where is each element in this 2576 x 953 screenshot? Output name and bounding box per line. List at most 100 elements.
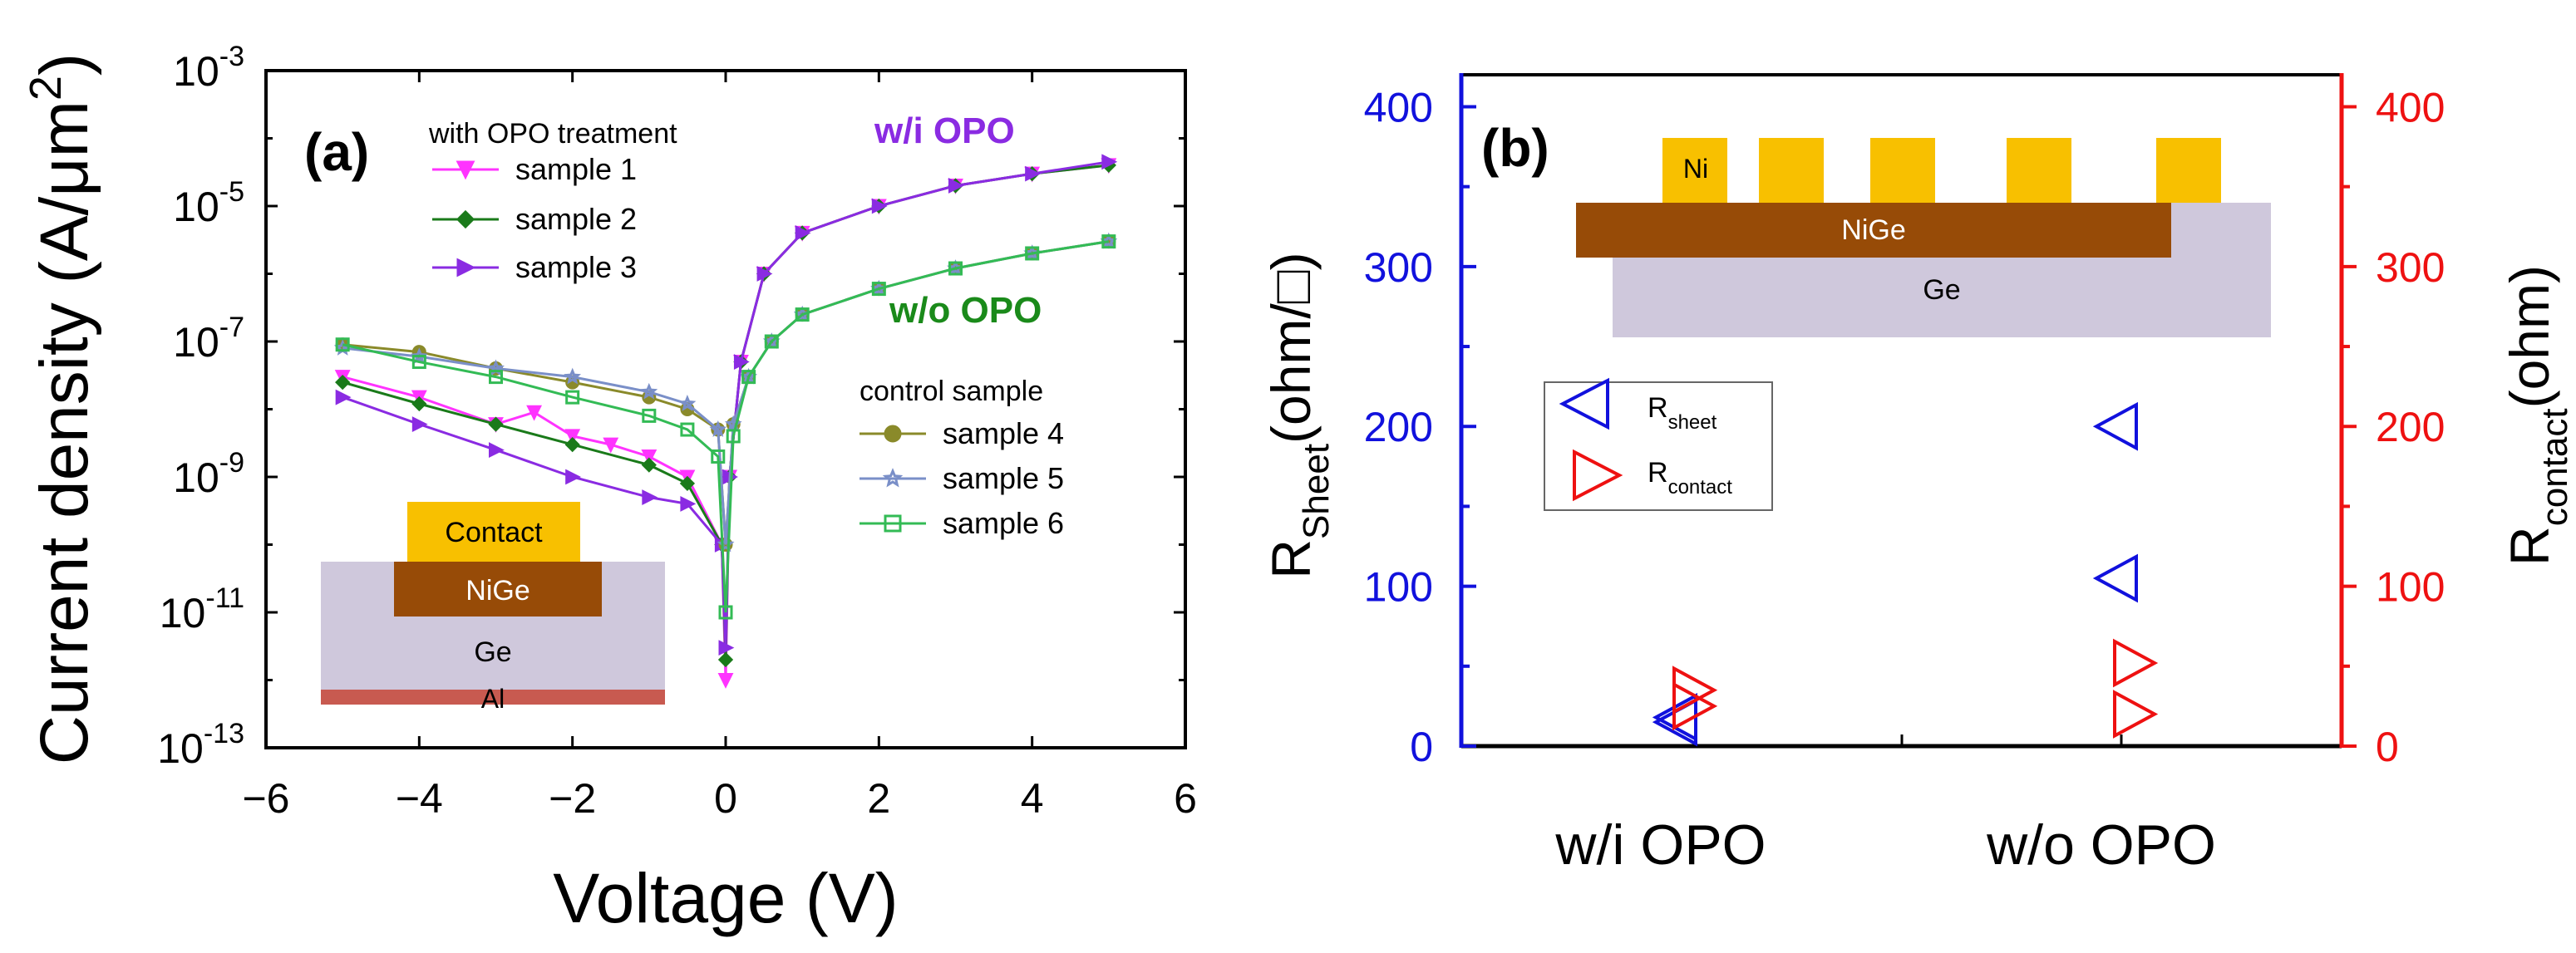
b-inset-nige-label: NiGe [1841, 214, 1905, 246]
a-series-3-point-7 [718, 640, 735, 656]
b-series-r-contact [1672, 638, 2159, 739]
a-y-tick-label-4: 10-11 [160, 582, 244, 636]
inset-contact-label: Contact [445, 517, 543, 548]
a-series-1-point-5 [603, 437, 619, 454]
svg-text:Current density (A/μm2): Current density (A/μm2) [21, 53, 102, 765]
b-inset-ni-pad-2 [1759, 138, 1824, 203]
a-series-3-point-4 [642, 489, 658, 505]
legend-marker-5 [882, 468, 904, 488]
b-right-tick-label-2: 200 [2376, 404, 2445, 450]
a-series-3-point-0 [335, 389, 352, 405]
legend-group-with-opo: with OPO treatment [428, 118, 677, 150]
a-series-3-point-1 [411, 416, 428, 433]
panel-a-x-axis-label: Voltage (V) [553, 859, 899, 937]
a-series-5-point-14 [1023, 244, 1041, 261]
legend-rcontact-marker [1573, 449, 1623, 502]
a-x-tick-label-3: 0 [714, 775, 737, 822]
b-left-label-unit: (ohm/□) [1260, 252, 1322, 444]
panel-a-y-tick-labels: 10-3 10-5 10-7 10-9 10-11 10-13 [157, 41, 244, 772]
y-axis-label-main: Current density (A/μm [27, 101, 102, 764]
a-series-6-point-9 [741, 370, 756, 385]
a-series-2-point-4 [641, 457, 657, 473]
panel-b-left-axis-label: RSheet(ohm/□) [1260, 252, 1337, 578]
panel-b-legend-box [1544, 381, 1773, 511]
a-series-1-point-6 [641, 449, 658, 465]
panel-a-iv-chart: −6 −4 −2 0 2 4 6 10-3 10-5 10-7 10-9 10-11 10-13 Co… [21, 41, 1197, 937]
b-right-label-unit: (ohm) [2499, 265, 2560, 408]
svg-text:Rcontact(ohm): Rcontact(ohm) [2499, 265, 2575, 566]
panel-a-inset-schematic: Contact NiGe Ge Al [321, 502, 665, 714]
a-series-6-point-2 [489, 370, 503, 385]
inset-al-label: Al [481, 684, 505, 714]
legend-marker-1 [456, 160, 475, 180]
legend-rcontact-main: R [1648, 457, 1668, 489]
a-series-6-point-7 [718, 605, 733, 620]
y-axis-label-close: ) [27, 53, 102, 76]
a-x-tick-label-2: −2 [549, 775, 596, 822]
legend-item-6: sample 6 [859, 506, 1064, 540]
legend-label-6: sample 6 [943, 506, 1064, 540]
a-series-6 [335, 234, 1116, 620]
a-series-6-point-14 [1025, 246, 1040, 261]
b-left-tick-label-0: 0 [1410, 724, 1433, 770]
a-series-3-point-2 [489, 442, 505, 458]
a-series-6-point-0 [335, 337, 350, 352]
a-series-6-point-10 [764, 334, 779, 349]
panel-a-legend: with OPO treatment control sample sample… [428, 118, 1064, 540]
a-x-tick-label-5: 4 [1021, 775, 1044, 822]
b-inset-ni-pad-5 [2156, 138, 2221, 203]
b-point-r-sheet-1-1 [2092, 553, 2138, 603]
panel-b-left-tick-labels: 0 100 200 300 400 [1364, 84, 1433, 770]
b-left-tick-label-4: 400 [1364, 84, 1433, 130]
legend-label-3: sample 3 [515, 250, 637, 284]
b-inset-ge-label: Ge [1923, 274, 1960, 306]
b-left-label-sub: Sheet [1296, 444, 1337, 539]
svg-text:RSheet(ohm/□): RSheet(ohm/□) [1260, 252, 1337, 578]
b-right-tick-label-3: 300 [2376, 244, 2445, 291]
panel-b-legend: Rsheet Rcontact [1544, 377, 1773, 511]
legend-rcontact-sub: contact [1668, 476, 1733, 499]
a-series-5-point-10 [762, 332, 781, 349]
b-inset-ni-pad-3 [1870, 138, 1935, 203]
a-series-6-point-6 [711, 449, 726, 464]
panel-a-legend-items: sample 1 sample 2 sample 3 sample 4 sample 5… [432, 152, 1064, 540]
b-category-label-1: w/o OPO [1986, 813, 2216, 877]
b-right-tick-label-1: 100 [2376, 564, 2445, 611]
panel-b-resistance-chart: 0 100 200 300 400 0 100 200 300 400 w/i OPO w/o O… [1260, 73, 2575, 877]
legend-marker-6 [884, 514, 902, 533]
b-point-r-contact-1-0 [2113, 690, 2159, 739]
a-series-6-point-1 [411, 355, 426, 370]
panel-a-y-axis-label: Current density (A/μm2) [21, 53, 102, 765]
inset-al-layer [321, 690, 665, 705]
legend-marker-4 [884, 425, 902, 443]
b-point-r-contact-1-1 [2113, 638, 2159, 688]
panel-b-series [1652, 401, 2159, 747]
b-right-label-sub: contact [2534, 408, 2575, 526]
panel-a-label: (a) [304, 122, 369, 182]
a-y-tick-label-0: 10-3 [173, 41, 244, 95]
a-series-3-point-11 [795, 225, 811, 241]
b-category-label-0: w/i OPO [1554, 813, 1766, 877]
a-series-5-point-6 [709, 420, 727, 437]
a-series-6-point-8 [726, 429, 741, 444]
b-left-tick-label-3: 300 [1364, 244, 1433, 291]
legend-marker-2 [456, 209, 475, 229]
a-series-line-6 [342, 240, 1110, 613]
a-series-2-point-1 [411, 395, 427, 412]
a-series-5-point-3 [564, 367, 581, 385]
a-series-3-point-10 [756, 266, 773, 282]
panel-a-x-tick-labels: −6 −4 −2 0 2 4 6 [242, 775, 1196, 822]
b-left-label-main: R [1260, 539, 1322, 579]
legend-label-2: sample 2 [515, 202, 637, 236]
b-right-tick-label-0: 0 [2376, 724, 2399, 770]
legend-label-5: sample 5 [943, 461, 1064, 495]
a-series-3-point-12 [871, 198, 888, 214]
legend-marker-3 [456, 258, 476, 278]
a-series-6-point-15 [1101, 234, 1116, 249]
a-series-6-point-13 [948, 261, 963, 276]
panel-b-inset-schematic: Ni NiGe Ge [1576, 138, 2271, 337]
inset-nige-layer [394, 562, 602, 617]
a-x-tick-label-4: 2 [867, 775, 890, 822]
a-series-5-point-4 [640, 382, 658, 400]
